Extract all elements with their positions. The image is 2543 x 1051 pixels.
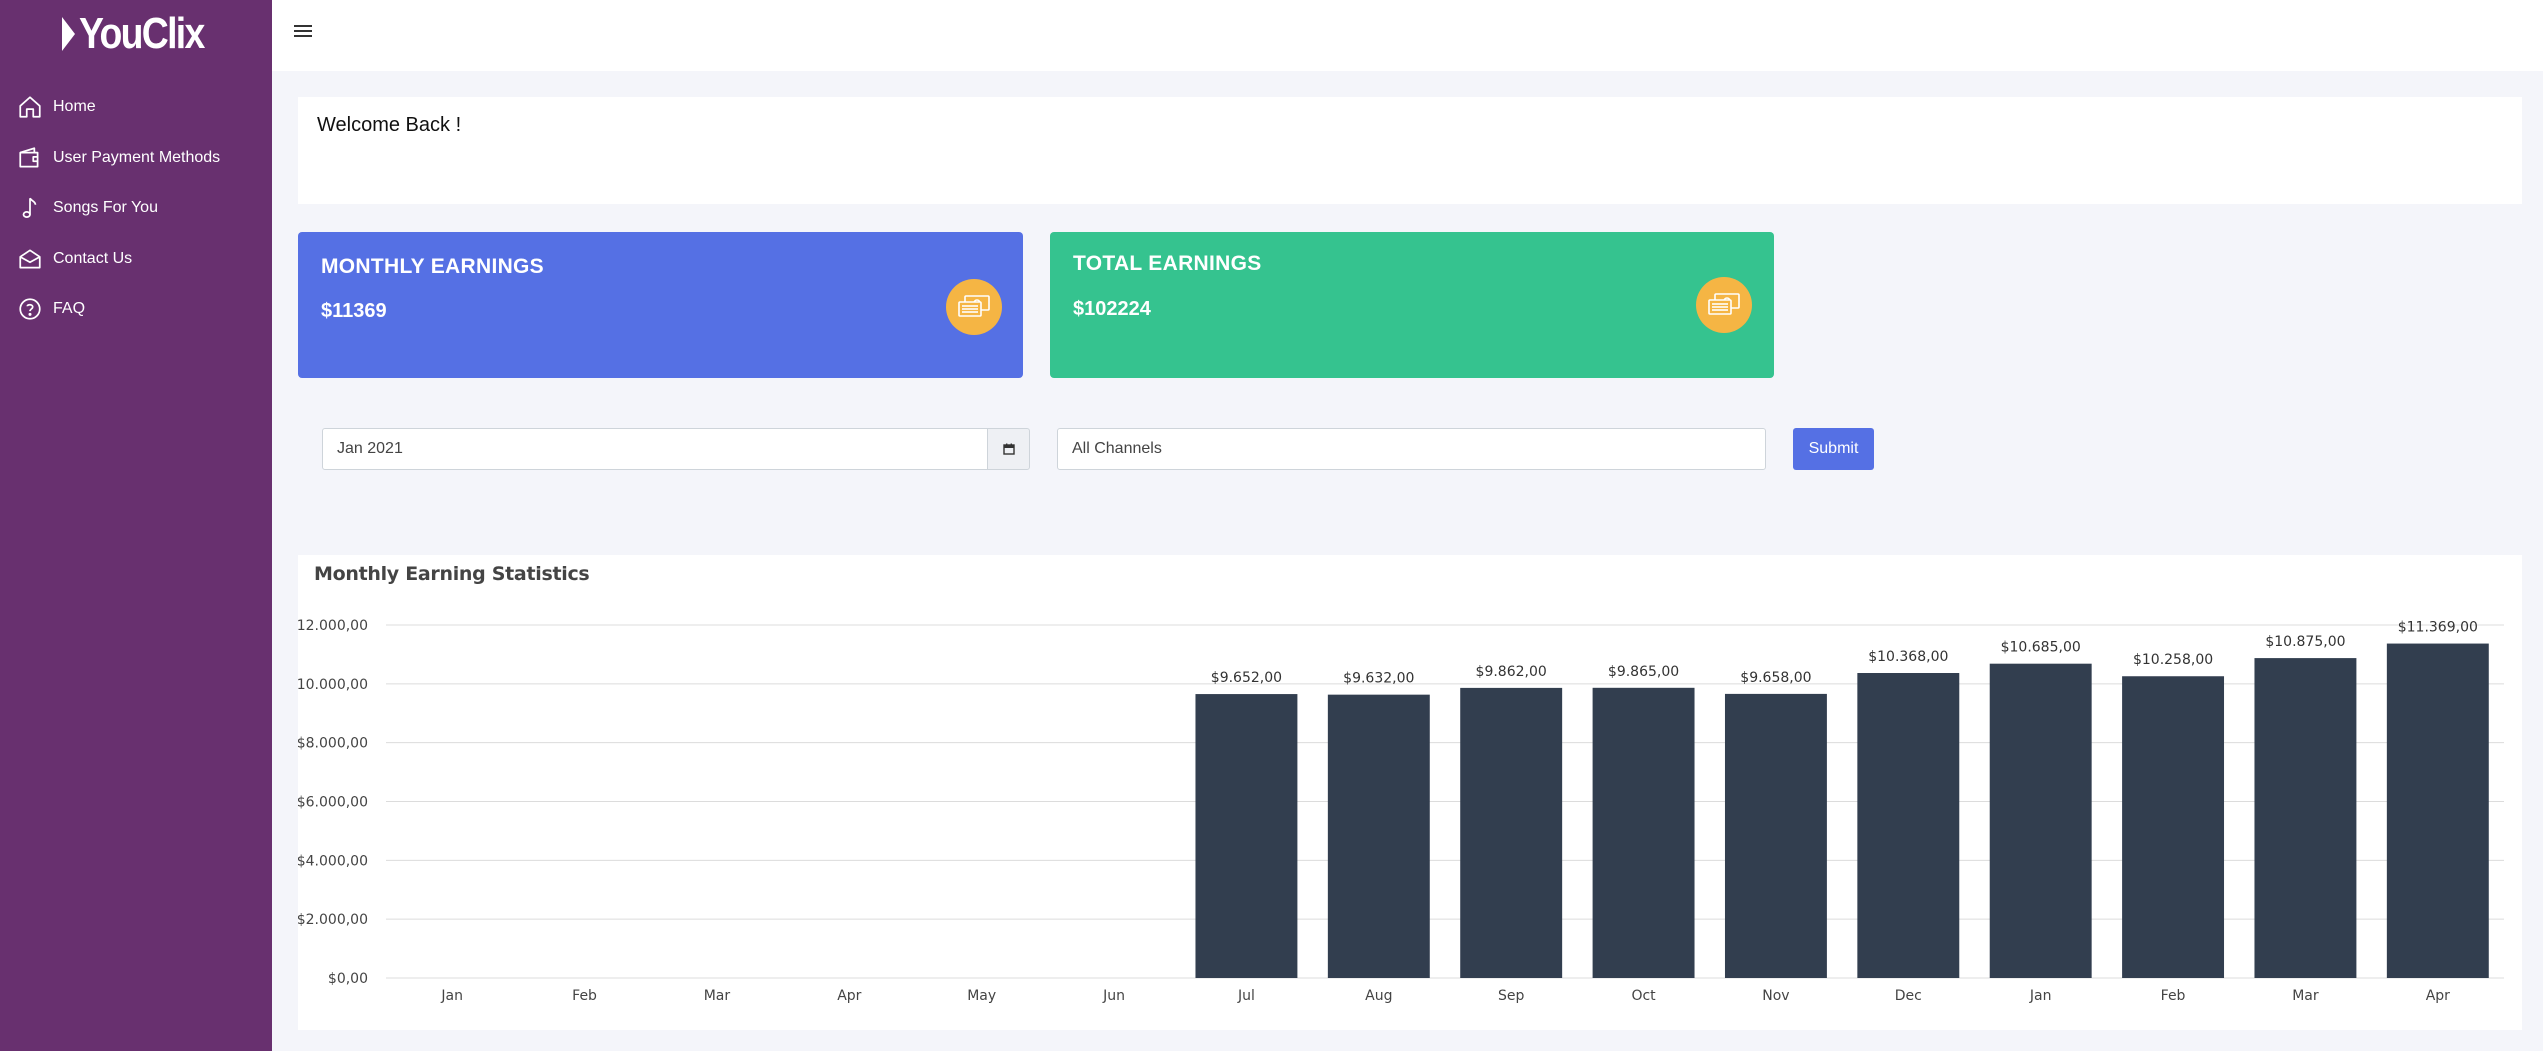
y-tick-label: $0,00 — [328, 971, 368, 987]
sidebar-item-label: Home — [53, 98, 96, 116]
x-tick-label: Jan — [440, 988, 463, 1004]
wallet-icon — [19, 147, 39, 168]
y-tick-label: $8.000,00 — [298, 736, 368, 752]
earnings-bar-chart: $0,00 $2.000,00 $4.000,00 $6.000,00 $8.000,0… — [298, 618, 2504, 1004]
data-label: $11.369,00 — [2398, 620, 2478, 636]
x-tick-label: Feb — [2161, 988, 2186, 1004]
x-tick-label: Aug — [1365, 988, 1392, 1004]
money-icon — [1696, 277, 1752, 333]
x-tick-label: Dec — [1895, 988, 1922, 1004]
data-label: $10.685,00 — [2001, 640, 2081, 656]
top-bar — [272, 0, 2543, 71]
sidebar-item-songs-for-you[interactable]: Songs For You — [0, 183, 272, 234]
monthly-earnings-value: $11369 — [321, 300, 387, 322]
y-tick-label: $10.000,00 — [298, 677, 368, 693]
data-label: $9.865,00 — [1608, 664, 1679, 680]
chart-bar — [2122, 676, 2225, 978]
question-circle-icon — [19, 298, 41, 320]
x-tick-label: Nov — [1762, 988, 1789, 1004]
sidebar-item-label: Songs For You — [53, 199, 158, 217]
chart-bar — [1327, 694, 1430, 978]
chart-bar — [1592, 687, 1695, 978]
welcome-panel: Welcome Back ! — [298, 97, 2522, 204]
chart-bar — [2386, 643, 2489, 978]
total-earnings-card: TOTAL EARNINGS $102224 — [1050, 232, 1774, 378]
x-tick-label: Feb — [572, 988, 597, 1004]
calendar-icon — [1002, 443, 1015, 455]
y-tick-label: $4.000,00 — [298, 853, 368, 869]
home-icon — [19, 96, 41, 118]
x-tick-label: Apr — [2426, 988, 2450, 1004]
chart-bar — [1195, 694, 1298, 978]
play-icon — [62, 17, 75, 51]
music-note-icon — [22, 197, 37, 219]
x-tick-label: Mar — [2292, 988, 2319, 1004]
x-tick-label: Apr — [837, 988, 861, 1004]
channel-select[interactable]: All Channels — [1057, 428, 1766, 470]
brand-logo[interactable]: YouClix — [62, 8, 226, 60]
money-icon — [946, 279, 1002, 335]
data-label: $9.632,00 — [1343, 671, 1414, 687]
sidebar-nav: Home User Payment Methods Songs For You … — [0, 82, 272, 335]
chart-bar — [1460, 687, 1563, 978]
brand-name: YouClix — [79, 9, 205, 58]
month-picker-input[interactable]: Jan 2021 — [322, 428, 988, 470]
envelope-icon — [19, 249, 41, 269]
monthly-earnings-title: MONTHLY EARNINGS — [321, 255, 544, 278]
sidebar-item-label: FAQ — [53, 300, 86, 318]
calendar-button[interactable] — [987, 428, 1030, 470]
sidebar-item-home[interactable]: Home — [0, 82, 272, 133]
sidebar-item-label: Contact Us — [53, 249, 133, 267]
earnings-chart-card: Monthly Earning Statistics $0,00 $2.000,0… — [298, 555, 2522, 1030]
data-label: $9.652,00 — [1211, 670, 1282, 686]
x-tick-label: Jul — [1237, 988, 1255, 1004]
total-earnings-title: TOTAL EARNINGS — [1073, 252, 1262, 275]
total-earnings-value: $102224 — [1073, 298, 1151, 320]
data-label: $10.875,00 — [2265, 634, 2345, 650]
sidebar-item-contact-us[interactable]: Contact Us — [0, 234, 272, 285]
x-tick-label: Sep — [1498, 988, 1525, 1004]
chart-bar — [2254, 658, 2357, 978]
chart-bar — [1857, 673, 1960, 978]
monthly-earnings-card: MONTHLY EARNINGS $11369 — [298, 232, 1023, 378]
chart-title: Monthly Earning Statistics — [314, 563, 590, 585]
x-tick-label: May — [967, 988, 996, 1004]
data-label: $9.862,00 — [1476, 664, 1547, 680]
data-label: $10.368,00 — [1868, 649, 1948, 665]
x-tick-label: Jun — [1102, 988, 1125, 1004]
x-tick-label: Mar — [704, 988, 731, 1004]
submit-button[interactable]: Submit — [1793, 428, 1874, 470]
x-tick-label: Jan — [2029, 988, 2052, 1004]
sidebar-item-user-payment-methods[interactable]: User Payment Methods — [0, 133, 272, 184]
sidebar: YouClix Home User Payment Methods Songs … — [0, 0, 272, 1051]
y-tick-label: $12.000,00 — [298, 618, 368, 634]
y-tick-label: $6.000,00 — [298, 795, 368, 811]
data-label: $10.258,00 — [2133, 652, 2213, 668]
chart-bar — [1989, 663, 2092, 978]
sidebar-item-faq[interactable]: FAQ — [0, 284, 272, 335]
data-label: $9.658,00 — [1740, 670, 1811, 686]
welcome-heading: Welcome Back ! — [317, 114, 462, 136]
chart-bar — [1724, 693, 1827, 978]
sidebar-item-label: User Payment Methods — [53, 148, 221, 166]
x-tick-label: Oct — [1631, 988, 1656, 1004]
y-tick-label: $2.000,00 — [298, 912, 368, 928]
hamburger-icon[interactable] — [294, 22, 312, 40]
